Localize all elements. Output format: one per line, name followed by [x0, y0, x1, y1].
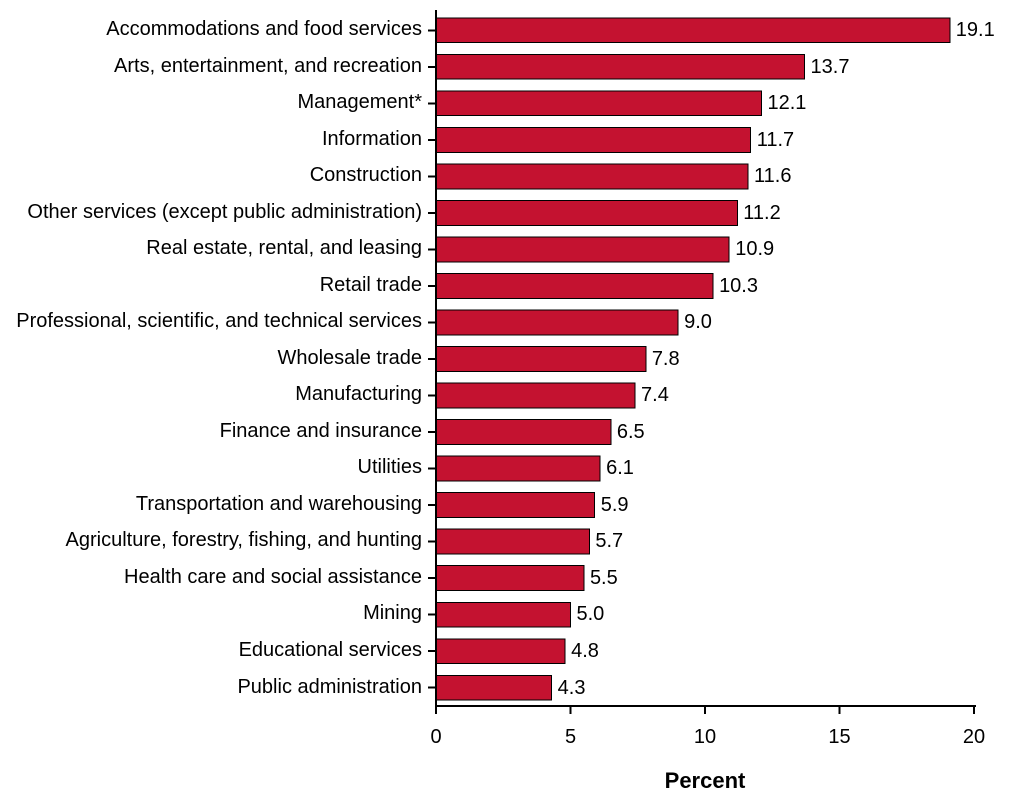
category-label: Construction [310, 165, 422, 186]
bar [436, 493, 595, 518]
category-label: Public administration [237, 677, 422, 698]
bar [436, 420, 611, 445]
x-tick-label: 20 [963, 726, 985, 749]
bar [436, 529, 589, 554]
category-label: Arts, entertainment, and recreation [114, 56, 422, 77]
category-label: Mining [363, 603, 422, 624]
value-label: 4.3 [558, 677, 586, 700]
value-label: 5.7 [595, 530, 623, 553]
bar [436, 602, 571, 627]
chart-svg [0, 0, 1024, 800]
x-tick-label: 10 [694, 726, 716, 749]
bar [436, 164, 748, 189]
bar [436, 639, 565, 664]
category-label: Wholesale trade [277, 348, 422, 369]
bar [436, 456, 600, 481]
category-label: Educational services [239, 640, 422, 661]
value-label: 13.7 [811, 56, 850, 79]
x-tick-label: 5 [565, 726, 576, 749]
category-label: Transportation and warehousing [136, 494, 422, 515]
value-label: 11.7 [757, 129, 794, 152]
value-label: 10.3 [719, 275, 758, 298]
value-label: 5.0 [577, 603, 605, 626]
bar [436, 54, 805, 79]
value-label: 7.8 [652, 348, 680, 371]
value-label: 19.1 [956, 19, 995, 42]
value-label: 12.1 [767, 92, 806, 115]
bar [436, 18, 950, 43]
category-label: Accommodations and food services [106, 19, 422, 40]
x-axis-title: Percent [665, 768, 746, 794]
value-label: 11.6 [754, 165, 791, 188]
category-label: Utilities [358, 457, 422, 478]
category-label: Professional, scientific, and technical … [16, 311, 422, 332]
category-label: Finance and insurance [220, 421, 422, 442]
bar [436, 274, 713, 299]
category-label: Information [322, 129, 422, 150]
value-label: 5.9 [601, 494, 629, 517]
category-label: Health care and social assistance [124, 567, 422, 588]
bar [436, 566, 584, 591]
bar [436, 675, 552, 700]
value-label: 9.0 [684, 311, 712, 334]
value-label: 5.5 [590, 567, 618, 590]
bar [436, 347, 646, 372]
value-label: 7.4 [641, 384, 669, 407]
x-tick-label: 0 [430, 726, 441, 749]
value-label: 6.1 [606, 457, 634, 480]
value-label: 6.5 [617, 421, 645, 444]
category-label: Other services (except public administra… [27, 202, 422, 223]
x-tick-label: 15 [828, 726, 850, 749]
value-label: 4.8 [571, 640, 599, 663]
value-label: 10.9 [735, 238, 774, 261]
bar [436, 237, 729, 262]
category-label: Retail trade [320, 275, 422, 296]
bar [436, 127, 751, 152]
bar [436, 383, 635, 408]
category-label: Agriculture, forestry, fishing, and hunt… [66, 530, 422, 551]
bar [436, 91, 761, 116]
category-label: Manufacturing [295, 384, 422, 405]
bar [436, 310, 678, 335]
value-label: 11.2 [743, 202, 780, 225]
chart-container: 0 5 10 15 20 Accommodations and food services… [0, 0, 1024, 800]
category-label: Real estate, rental, and leasing [146, 238, 422, 259]
bar [436, 200, 737, 225]
category-label: Management* [297, 92, 422, 113]
